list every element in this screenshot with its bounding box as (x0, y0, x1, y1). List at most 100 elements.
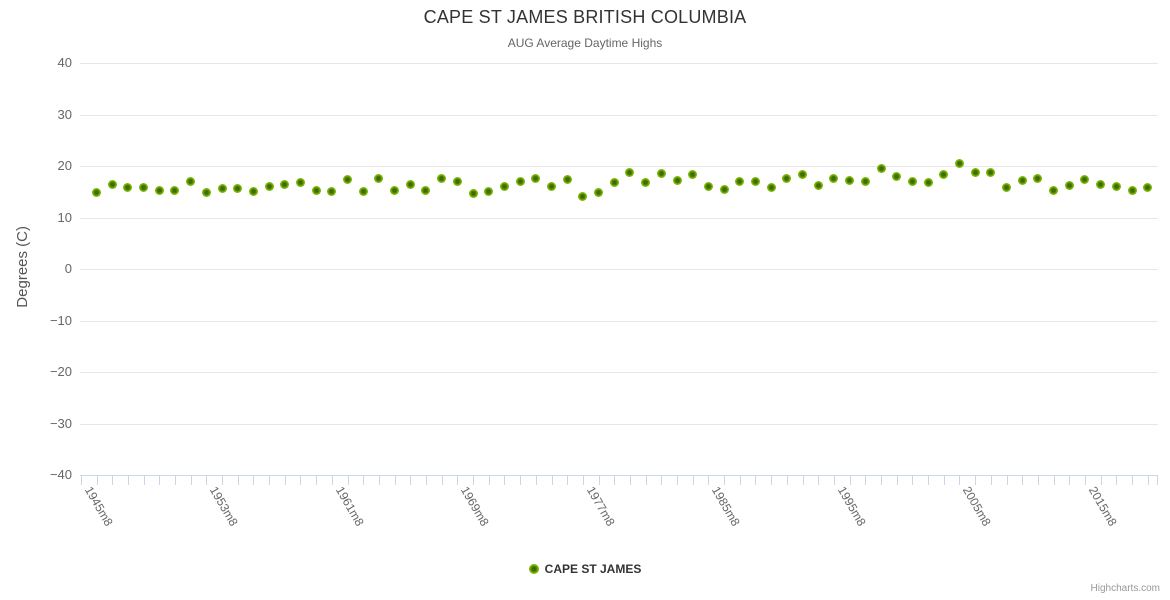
x-axis-tick (425, 475, 427, 485)
x-axis-tick (206, 475, 208, 485)
data-point[interactable] (390, 186, 400, 196)
x-axis-tick-label: 1969m8 (457, 484, 492, 529)
data-point[interactable] (923, 177, 933, 187)
data-point[interactable] (892, 172, 902, 182)
x-axis-tick (755, 475, 757, 485)
data-point[interactable] (421, 185, 431, 195)
x-axis-tick (802, 475, 804, 485)
data-point[interactable] (280, 180, 290, 190)
data-point[interactable] (672, 176, 682, 186)
data-point[interactable] (1064, 180, 1074, 190)
gridline (80, 217, 1158, 219)
data-point[interactable] (264, 181, 274, 191)
data-point[interactable] (939, 169, 949, 179)
x-axis-tick (614, 475, 616, 485)
data-point[interactable] (907, 176, 917, 186)
x-axis-tick (316, 475, 318, 485)
data-point[interactable] (170, 185, 180, 195)
data-point[interactable] (703, 181, 713, 191)
x-axis-tick (1069, 475, 1071, 485)
data-point[interactable] (311, 185, 321, 195)
data-point[interactable] (248, 186, 258, 196)
data-point[interactable] (1111, 181, 1121, 191)
data-point[interactable] (452, 177, 462, 187)
data-point[interactable] (609, 177, 619, 187)
data-point[interactable] (876, 163, 886, 173)
x-axis-tick (975, 475, 977, 485)
data-point[interactable] (970, 167, 980, 177)
data-point[interactable] (1017, 175, 1027, 185)
data-point[interactable] (515, 177, 525, 187)
x-axis-tick (567, 475, 569, 485)
data-point[interactable] (343, 175, 353, 185)
x-axis-tick (504, 475, 506, 485)
data-point[interactable] (374, 174, 384, 184)
data-point[interactable] (719, 184, 729, 194)
data-point[interactable] (735, 176, 745, 186)
data-point[interactable] (798, 170, 808, 180)
data-point[interactable] (845, 176, 855, 186)
x-axis-tick (990, 475, 992, 485)
data-point[interactable] (327, 186, 337, 196)
data-point[interactable] (562, 175, 572, 185)
data-point[interactable] (1096, 180, 1106, 190)
data-point[interactable] (468, 188, 478, 198)
data-point[interactable] (813, 181, 823, 191)
data-point[interactable] (656, 168, 666, 178)
data-point[interactable] (233, 183, 243, 193)
x-axis-tick (488, 475, 490, 485)
x-axis-tick (347, 475, 349, 485)
data-point[interactable] (295, 177, 305, 187)
chart-subtitle: AUG Average Daytime Highs (507, 36, 663, 50)
data-point[interactable] (954, 159, 964, 169)
data-point[interactable] (107, 180, 117, 190)
data-point[interactable] (437, 174, 447, 184)
data-point[interactable] (405, 179, 415, 189)
x-axis-tick (1037, 475, 1039, 485)
data-point[interactable] (594, 187, 604, 197)
data-point[interactable] (986, 168, 996, 178)
data-point[interactable] (860, 176, 870, 186)
data-point[interactable] (358, 187, 368, 197)
data-point[interactable] (139, 183, 149, 193)
data-point[interactable] (186, 176, 196, 186)
legend-item[interactable]: CAPE ST JAMES (0, 562, 1170, 576)
data-point[interactable] (766, 182, 776, 192)
data-point[interactable] (499, 182, 509, 192)
data-point[interactable] (782, 173, 792, 183)
x-axis-tick (441, 475, 443, 485)
data-point[interactable] (625, 168, 635, 178)
data-point[interactable] (1143, 182, 1153, 192)
x-axis-tick (582, 475, 584, 485)
data-point[interactable] (484, 186, 494, 196)
data-point[interactable] (154, 186, 164, 196)
x-axis-tick (943, 475, 945, 485)
gridline (80, 269, 1158, 270)
data-point[interactable] (750, 177, 760, 187)
x-axis-tick (394, 475, 396, 485)
data-point[interactable] (217, 184, 227, 194)
data-point[interactable] (829, 173, 839, 183)
data-point[interactable] (688, 169, 698, 179)
data-point[interactable] (123, 182, 133, 192)
y-axis-tick-label: −40 (49, 467, 72, 482)
data-point[interactable] (1033, 174, 1043, 184)
data-point[interactable] (1049, 185, 1059, 195)
x-axis-tick-label: 1995m8 (834, 484, 869, 529)
gridline (80, 63, 1158, 64)
data-point[interactable] (201, 188, 211, 198)
y-axis-tick-label: −10 (49, 312, 72, 328)
data-point[interactable] (531, 174, 541, 184)
data-point[interactable] (547, 182, 556, 192)
data-point[interactable] (578, 192, 588, 202)
data-point[interactable] (1002, 183, 1012, 193)
data-point[interactable] (641, 177, 651, 187)
data-point[interactable] (1127, 185, 1137, 195)
x-axis-tick (127, 475, 129, 485)
highcharts-credits-link[interactable]: Highcharts.com (1090, 583, 1160, 594)
data-point[interactable] (92, 187, 101, 197)
x-axis-tick (1147, 475, 1149, 485)
x-axis-tick (661, 475, 663, 485)
x-axis-tick (849, 475, 851, 485)
data-point[interactable] (1080, 175, 1090, 185)
